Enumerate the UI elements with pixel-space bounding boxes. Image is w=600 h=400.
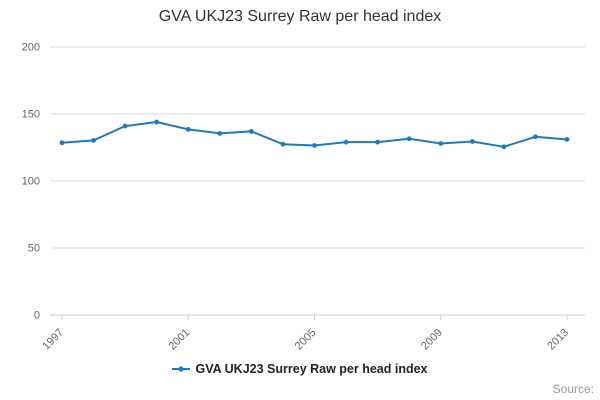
data-point-marker: [122, 123, 128, 129]
data-point-marker: [343, 139, 349, 145]
data-point-marker: [533, 134, 538, 140]
x-tick-label: 2005: [293, 327, 319, 353]
data-line: [61, 121, 568, 148]
x-tick-label: 1997: [40, 327, 66, 353]
data-point-marker: [154, 119, 160, 125]
data-point-marker: [375, 139, 381, 145]
x-tick-label: 2009: [419, 327, 445, 353]
data-point-marker: [438, 141, 444, 146]
source-label: Source:: [552, 382, 594, 396]
y-tick-label: 200: [22, 42, 40, 54]
line-chart-plot: 0 50 100 150 200 1997 2001 2005 2009 2013: [22, 42, 585, 353]
data-point-marker: [59, 140, 65, 146]
y-tick-label: 150: [22, 109, 40, 121]
x-tick-label: 2013: [545, 327, 571, 353]
legend-line-icon: [172, 366, 191, 372]
data-point-marker: [217, 131, 223, 136]
data-point-marker: [280, 141, 286, 147]
data-point-marker: [501, 144, 507, 150]
y-tick-label: 50: [28, 243, 40, 255]
data-point-marker: [406, 136, 412, 142]
y-tick-label: 100: [22, 176, 40, 188]
data-point-marker: [469, 139, 475, 144]
data-point-marker: [248, 129, 254, 134]
legend-label: GVA UKJ23 Surrey Raw per head index: [195, 362, 428, 376]
legend-item[interactable]: GVA UKJ23 Surrey Raw per head index: [0, 362, 600, 376]
chart-title: GVA UKJ23 Surrey Raw per head index: [158, 8, 442, 25]
data-point-marker: [185, 127, 191, 132]
data-point-marker: [564, 137, 570, 142]
y-tick-label: 0: [34, 310, 40, 322]
data-point-marker: [312, 143, 317, 148]
x-tick-label: 2001: [167, 327, 193, 353]
data-point-marker: [91, 137, 96, 143]
